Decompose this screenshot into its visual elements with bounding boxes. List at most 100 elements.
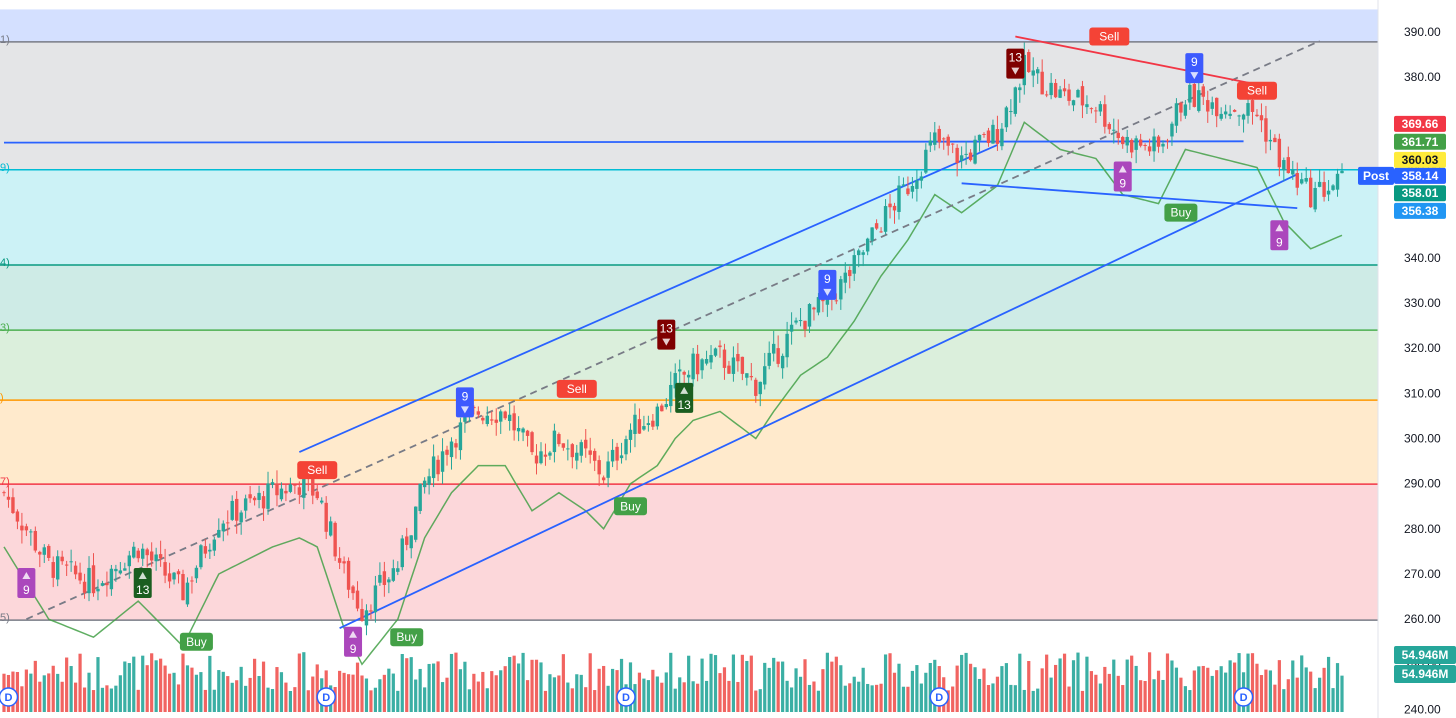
candle — [1049, 82, 1053, 96]
dividend-marker[interactable] — [316, 687, 336, 707]
volume-bar — [449, 653, 454, 712]
candle — [1215, 97, 1219, 117]
td-count-box[interactable] — [455, 387, 474, 418]
candle — [628, 429, 633, 440]
price-badge-label: 356.38 — [1402, 204, 1439, 218]
td-count-box[interactable] — [344, 626, 363, 657]
candle — [991, 124, 995, 144]
candle — [507, 414, 512, 421]
candle — [167, 573, 172, 582]
dividend-marker[interactable] — [929, 687, 950, 707]
td-arrow-icon — [1275, 224, 1284, 232]
td-count-box[interactable] — [675, 382, 694, 413]
price-badge[interactable] — [1394, 133, 1446, 150]
td-count-label: 9 — [23, 583, 30, 597]
volume-bar — [226, 676, 230, 712]
td-count-box[interactable] — [657, 319, 676, 350]
td-count-label: 13 — [660, 322, 674, 336]
trend-line[interactable] — [3, 140, 1244, 144]
volume-bar — [1107, 673, 1111, 712]
candle — [1219, 113, 1223, 119]
volume-bar — [803, 659, 807, 712]
volume-bar — [628, 662, 633, 712]
td-count-label: 9 — [824, 272, 831, 286]
td-count-box[interactable] — [1185, 53, 1204, 84]
fib-level-label: 5) — [0, 612, 10, 624]
post-market-badge[interactable] — [1358, 166, 1394, 185]
td-arrow-icon — [680, 386, 689, 394]
buy-signal-box[interactable] — [613, 497, 647, 516]
volume-bar — [1018, 653, 1022, 712]
trend-line[interactable] — [961, 182, 1298, 210]
candle — [217, 529, 221, 538]
price-badge[interactable] — [1394, 167, 1446, 184]
sell-signal-label: Sell — [307, 463, 327, 477]
volume-bar — [543, 690, 548, 712]
price-badge[interactable] — [1394, 202, 1446, 219]
volume-bar — [208, 655, 212, 712]
sell-signal-box[interactable] — [556, 379, 597, 398]
volume-bar — [1000, 666, 1004, 712]
td-count-box[interactable] — [1006, 48, 1025, 79]
candle — [1058, 89, 1062, 98]
volume-bar — [1286, 679, 1290, 712]
trend-line[interactable] — [1015, 35, 1267, 88]
trend-line[interactable] — [298, 144, 998, 453]
volume-badge[interactable] — [1394, 646, 1456, 664]
td-count-box[interactable] — [1270, 220, 1289, 251]
candle — [230, 500, 234, 520]
td-count-box[interactable] — [1113, 161, 1132, 192]
candle — [252, 497, 257, 501]
price-badge[interactable] — [1394, 151, 1446, 168]
candle — [655, 406, 660, 427]
candle — [346, 560, 351, 590]
buy-signal-box[interactable] — [179, 632, 213, 651]
volume-badge[interactable] — [1394, 665, 1456, 683]
trend-line[interactable] — [339, 173, 1298, 630]
candle — [1317, 181, 1322, 187]
price-badge[interactable] — [1394, 185, 1446, 202]
td-count-box[interactable] — [17, 568, 36, 599]
volume-bar — [1116, 675, 1120, 712]
volume-bar — [986, 685, 991, 712]
candle — [924, 149, 928, 173]
candle — [405, 536, 409, 545]
volume-bar — [472, 673, 476, 712]
td-count-box[interactable] — [818, 269, 837, 300]
buy-signal-box[interactable] — [1164, 203, 1198, 222]
candle — [1241, 114, 1246, 120]
buy-signal-box[interactable] — [390, 628, 424, 647]
candle — [928, 140, 933, 146]
volume-bar — [306, 690, 310, 712]
candle — [794, 320, 798, 323]
candle — [413, 506, 418, 540]
candle — [1331, 185, 1335, 190]
candle — [208, 549, 212, 552]
candle — [789, 324, 794, 332]
volume-bar — [235, 680, 239, 712]
candle — [1313, 187, 1317, 210]
volume-bar — [1121, 685, 1125, 712]
price-badge[interactable] — [1394, 115, 1446, 132]
volume-bar — [606, 685, 610, 712]
sell-signal-box[interactable] — [297, 461, 338, 480]
dividend-marker[interactable] — [1233, 687, 1254, 707]
volume-bar — [830, 661, 834, 712]
volume-bar — [60, 681, 64, 712]
volume-bar — [440, 682, 445, 712]
volume-bar — [669, 652, 673, 712]
candle — [597, 460, 601, 475]
dividend-marker[interactable] — [616, 687, 636, 707]
dividend-marker[interactable] — [0, 687, 19, 707]
volume-bar — [387, 668, 391, 712]
candle — [816, 297, 821, 313]
td-count-box[interactable] — [133, 568, 152, 599]
volume-bar — [946, 690, 950, 712]
volume-bar — [951, 686, 955, 712]
candle — [38, 551, 42, 555]
sell-signal-box[interactable] — [1236, 81, 1277, 100]
candle — [968, 152, 973, 161]
sell-signal-box[interactable] — [1089, 27, 1130, 46]
